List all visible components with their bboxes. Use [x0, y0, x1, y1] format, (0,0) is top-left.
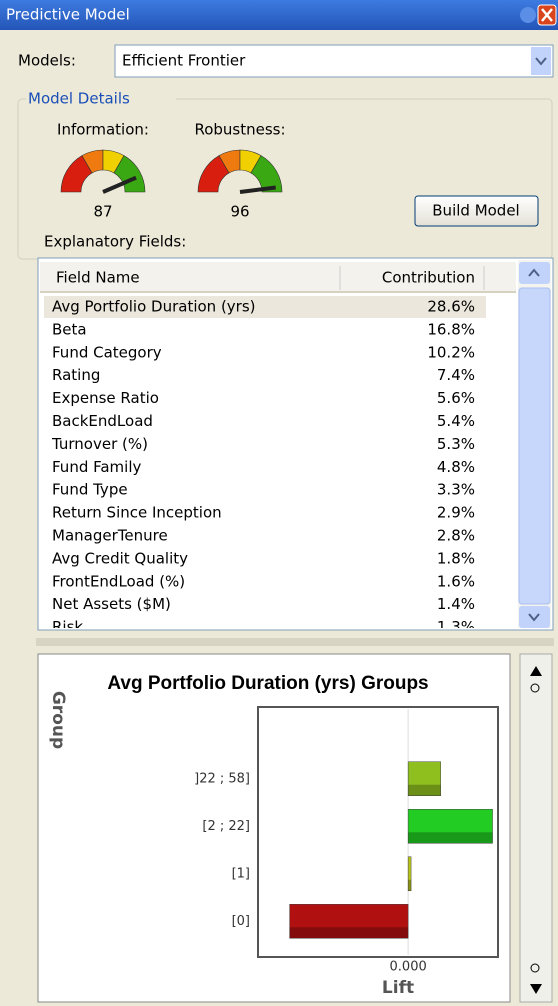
contribution: 2.8%	[437, 527, 475, 545]
y-axis-label: Group	[48, 691, 68, 749]
column-header: Field Name	[56, 269, 140, 287]
field-name: Fund Family	[52, 458, 142, 476]
chart: Avg Portfolio Duration (yrs) Groups Group…	[48, 673, 493, 998]
bar-shade	[289, 927, 409, 939]
models-selected: Efficient Frontier	[122, 52, 246, 70]
contribution: 3.3%	[437, 481, 475, 499]
models-label: Models:	[18, 52, 76, 70]
gauge-needle	[102, 175, 137, 194]
contribution: 5.3%	[437, 435, 475, 453]
zoom-icon[interactable]	[530, 963, 540, 973]
bar	[407, 809, 493, 844]
bar	[407, 761, 441, 796]
table-box	[37, 257, 554, 631]
models-select[interactable]	[114, 44, 554, 78]
field-name: Fund Category	[52, 343, 162, 361]
arrow-icon	[535, 57, 547, 66]
field-name: Turnover (%)	[51, 435, 148, 453]
scroll-thumb[interactable]	[518, 287, 551, 605]
scroll-up[interactable]	[519, 262, 550, 284]
field-name: Avg Credit Quality	[52, 549, 188, 567]
down-icon	[528, 613, 540, 622]
field-name: Fund Type	[52, 481, 128, 499]
contribution: 7.4%	[437, 366, 475, 384]
field-name: Beta	[52, 320, 87, 338]
contribution: 1.4%	[437, 595, 475, 613]
contribution: 1.8%	[437, 549, 475, 567]
field-name: Return Since Inception	[52, 504, 222, 522]
chart-title: Avg Portfolio Duration (yrs) Groups	[107, 673, 428, 694]
gauge-value: 96	[230, 203, 249, 221]
gauge-needle	[239, 185, 276, 194]
field-name: Risk	[52, 618, 83, 636]
select-arrow[interactable]	[531, 47, 551, 75]
y-tick-label: [2 ; 22]	[202, 819, 250, 834]
gauge-label: Information:	[57, 121, 149, 139]
field-name: BackEndLoad	[52, 412, 153, 430]
contribution: 10.2%	[427, 343, 475, 361]
fields-label: Explanatory Fields:	[44, 233, 186, 251]
up-icon	[528, 268, 540, 277]
window-title: Predictive Model	[6, 6, 130, 24]
y-tick-label: [0]	[232, 914, 250, 929]
plot-area	[257, 706, 499, 958]
gauge-label: Robustness:	[194, 121, 285, 139]
contribution: 16.8%	[427, 320, 475, 338]
field-name: Rating	[52, 366, 100, 384]
chart-scroll[interactable]	[519, 653, 553, 1003]
bar-shade	[408, 832, 493, 844]
table-rows: Avg Portfolio Duration (yrs) 28.6% Beta 16.…	[44, 296, 486, 636]
column-header: Contribution	[382, 269, 475, 287]
bar	[289, 904, 409, 939]
field-name: Avg Portfolio Duration (yrs)	[52, 298, 256, 316]
gauge-segment	[250, 155, 283, 193]
contribution: 1.3%	[437, 618, 475, 636]
contribution: 5.4%	[437, 412, 475, 430]
gauge-value: 87	[93, 203, 112, 221]
contribution: 1.6%	[437, 572, 475, 590]
group-legend-bg	[26, 90, 176, 108]
y-tick-label: [1]	[232, 866, 250, 881]
contribution: 5.6%	[437, 389, 475, 407]
scroll-down[interactable]	[519, 606, 550, 628]
row-selected	[44, 296, 486, 318]
bar-shade	[408, 784, 441, 796]
build-button[interactable]	[414, 195, 539, 227]
contribution: 4.8%	[437, 458, 475, 476]
zoom-icon[interactable]	[530, 683, 540, 693]
field-name: Expense Ratio	[52, 389, 159, 407]
group-title: Model Details	[28, 90, 130, 108]
refresh-button[interactable]	[520, 7, 536, 23]
bar-shade	[408, 879, 412, 891]
table-header	[40, 262, 516, 292]
bar	[407, 856, 412, 891]
close-icon	[541, 8, 553, 22]
field-name: Net Assets ($M)	[52, 595, 171, 613]
field-name: ManagerTenure	[52, 527, 168, 545]
gauge-segment	[113, 155, 146, 193]
title-bar	[0, 0, 558, 30]
splitter[interactable]	[36, 638, 554, 646]
contribution: 28.6%	[427, 298, 475, 316]
y-tick-label: ]22 ; 58]	[194, 771, 250, 786]
contribution: 2.9%	[437, 504, 475, 522]
build-button-label: Build Model	[432, 202, 519, 220]
x-tick-label: 0.000	[390, 960, 427, 975]
field-name: FrontEndLoad (%)	[52, 572, 185, 590]
x-axis-label: Lift	[382, 978, 414, 998]
